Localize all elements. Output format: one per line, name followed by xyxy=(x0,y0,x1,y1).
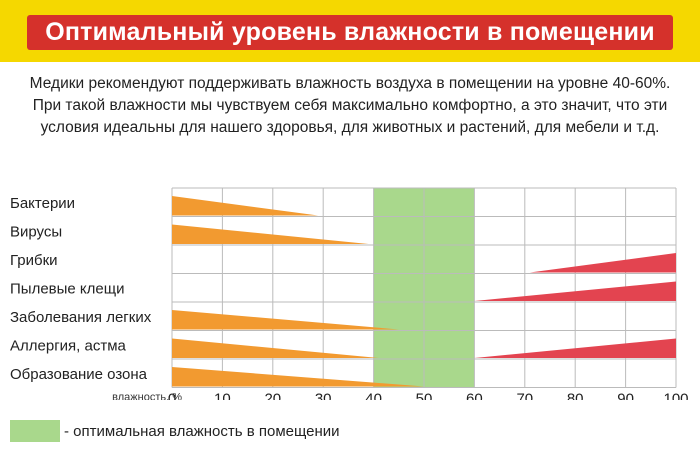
x-tick-label: 70 xyxy=(516,391,533,401)
legend-optimal-swatch xyxy=(10,420,60,442)
x-tick-label: 60 xyxy=(466,391,483,401)
wedge-high-5 xyxy=(474,338,676,358)
x-tick-label: 30 xyxy=(315,391,332,401)
x-tick-label: 50 xyxy=(416,391,433,401)
wedge-low-6 xyxy=(172,367,424,387)
wedge-high-3 xyxy=(474,281,676,301)
x-tick-label: 20 xyxy=(264,391,281,401)
category-label: Образование озона xyxy=(10,366,148,383)
category-label: Аллергия, астма xyxy=(10,338,127,355)
wedge-high-2 xyxy=(529,253,676,273)
humidity-chart: Бактерии Вирусы Грибки Пылевые клещи Заболев… xyxy=(10,187,689,401)
category-label: Вирусы xyxy=(10,224,62,241)
wedge-low-1 xyxy=(172,224,369,244)
x-tick-label: 10 xyxy=(214,391,231,401)
category-label: Бактерии xyxy=(10,195,75,212)
legend-optimal-label: - оптимальная влажность в помещении xyxy=(64,423,340,440)
x-axis-label: влажность, % xyxy=(112,392,182,401)
intro-line: При такой влажности мы чувствуем себя ма… xyxy=(32,97,668,114)
wedge-low-4 xyxy=(172,310,399,330)
intro-text: Медики рекомендуют поддерживать влажност… xyxy=(10,73,690,139)
category-label: Грибки xyxy=(10,252,58,269)
x-tick-label: 80 xyxy=(567,391,584,401)
intro-line: условия идеальны для нашего здоровья, дл… xyxy=(40,119,660,136)
intro-line: Медики рекомендуют поддерживать влажност… xyxy=(29,75,671,92)
page-title: Оптимальный уровень влажности в помещени… xyxy=(27,15,673,50)
x-tick-label: 100 xyxy=(663,391,688,401)
wedge-low-5 xyxy=(172,338,379,358)
x-tick-label: 90 xyxy=(617,391,634,401)
category-label: Заболевания легких xyxy=(10,309,152,326)
x-tick-label: 0 xyxy=(168,391,176,401)
category-label: Пылевые клещи xyxy=(10,281,124,298)
wedge-low-0 xyxy=(172,196,319,216)
x-tick-label: 40 xyxy=(365,391,382,401)
